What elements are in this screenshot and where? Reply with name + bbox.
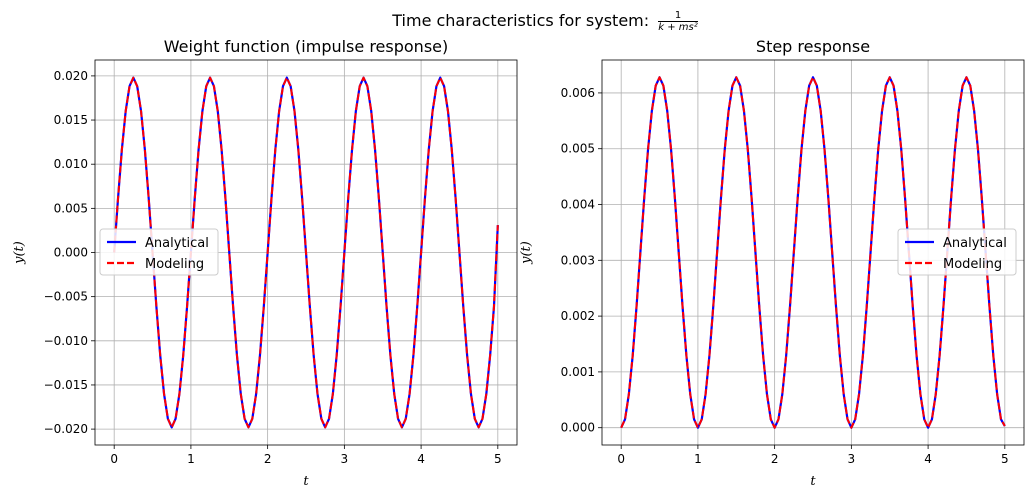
x-tick-label: 1 (694, 452, 702, 466)
x-tick-label: 5 (1001, 452, 1009, 466)
y-tick-label: 0.006 (561, 86, 595, 100)
x-tick-label: 2 (771, 452, 779, 466)
x-tick-label: 3 (341, 452, 349, 466)
y-tick-label: 0.005 (54, 201, 88, 215)
legend-label: Analytical (943, 236, 1007, 251)
y-tick-label: −0.010 (44, 334, 88, 348)
suptitle-fraction: 1 k + ms² (658, 10, 698, 33)
series-line-analytical (620, 76, 1006, 429)
y-tick-label: 0.000 (561, 421, 595, 435)
suptitle-text: Time characteristics for system: (392, 11, 650, 30)
plot-frame (601, 59, 1025, 446)
x-tick-label: 1 (187, 452, 195, 466)
legend-label: Modeling (943, 257, 1002, 272)
x-tick-label: 0 (110, 452, 118, 466)
x-axis-label: t (303, 474, 309, 489)
y-tick-label: −0.015 (44, 378, 88, 392)
x-tick-label: 3 (848, 452, 856, 466)
x-axis-label: t (810, 474, 816, 489)
x-tick-label: 5 (494, 452, 502, 466)
y-axis-label: y(t) (519, 241, 534, 265)
y-tick-label: 0.002 (561, 309, 595, 323)
suptitle-fraction-numerator: 1 (658, 10, 698, 22)
legend-label: Modeling (145, 257, 204, 272)
y-tick-label: 0.001 (561, 365, 595, 379)
x-tick-label: 2 (264, 452, 272, 466)
y-tick-label: 0.005 (561, 142, 595, 156)
chart-title: Step response (756, 37, 870, 56)
y-tick-label: 0.010 (54, 157, 88, 171)
x-tick-label: 4 (924, 452, 932, 466)
suptitle-fraction-denominator: k + ms² (658, 22, 698, 33)
series-line-modeling (113, 76, 499, 429)
legend-label: Analytical (145, 236, 209, 251)
x-tick-label: 4 (417, 452, 425, 466)
y-tick-label: 0.004 (561, 198, 595, 212)
y-tick-label: 0.003 (561, 253, 595, 267)
y-tick-label: −0.005 (44, 290, 88, 304)
y-tick-label: 0.020 (54, 69, 88, 83)
y-axis-label: y(t) (12, 241, 27, 265)
y-tick-label: 0.000 (54, 246, 88, 260)
y-tick-label: 0.015 (54, 113, 88, 127)
figure-suptitle: Time characteristics for system: 1 k + m… (0, 10, 1034, 33)
chart-title: Weight function (impulse response) (164, 37, 448, 56)
x-tick-label: 0 (617, 452, 625, 466)
y-tick-label: −0.020 (44, 422, 88, 436)
